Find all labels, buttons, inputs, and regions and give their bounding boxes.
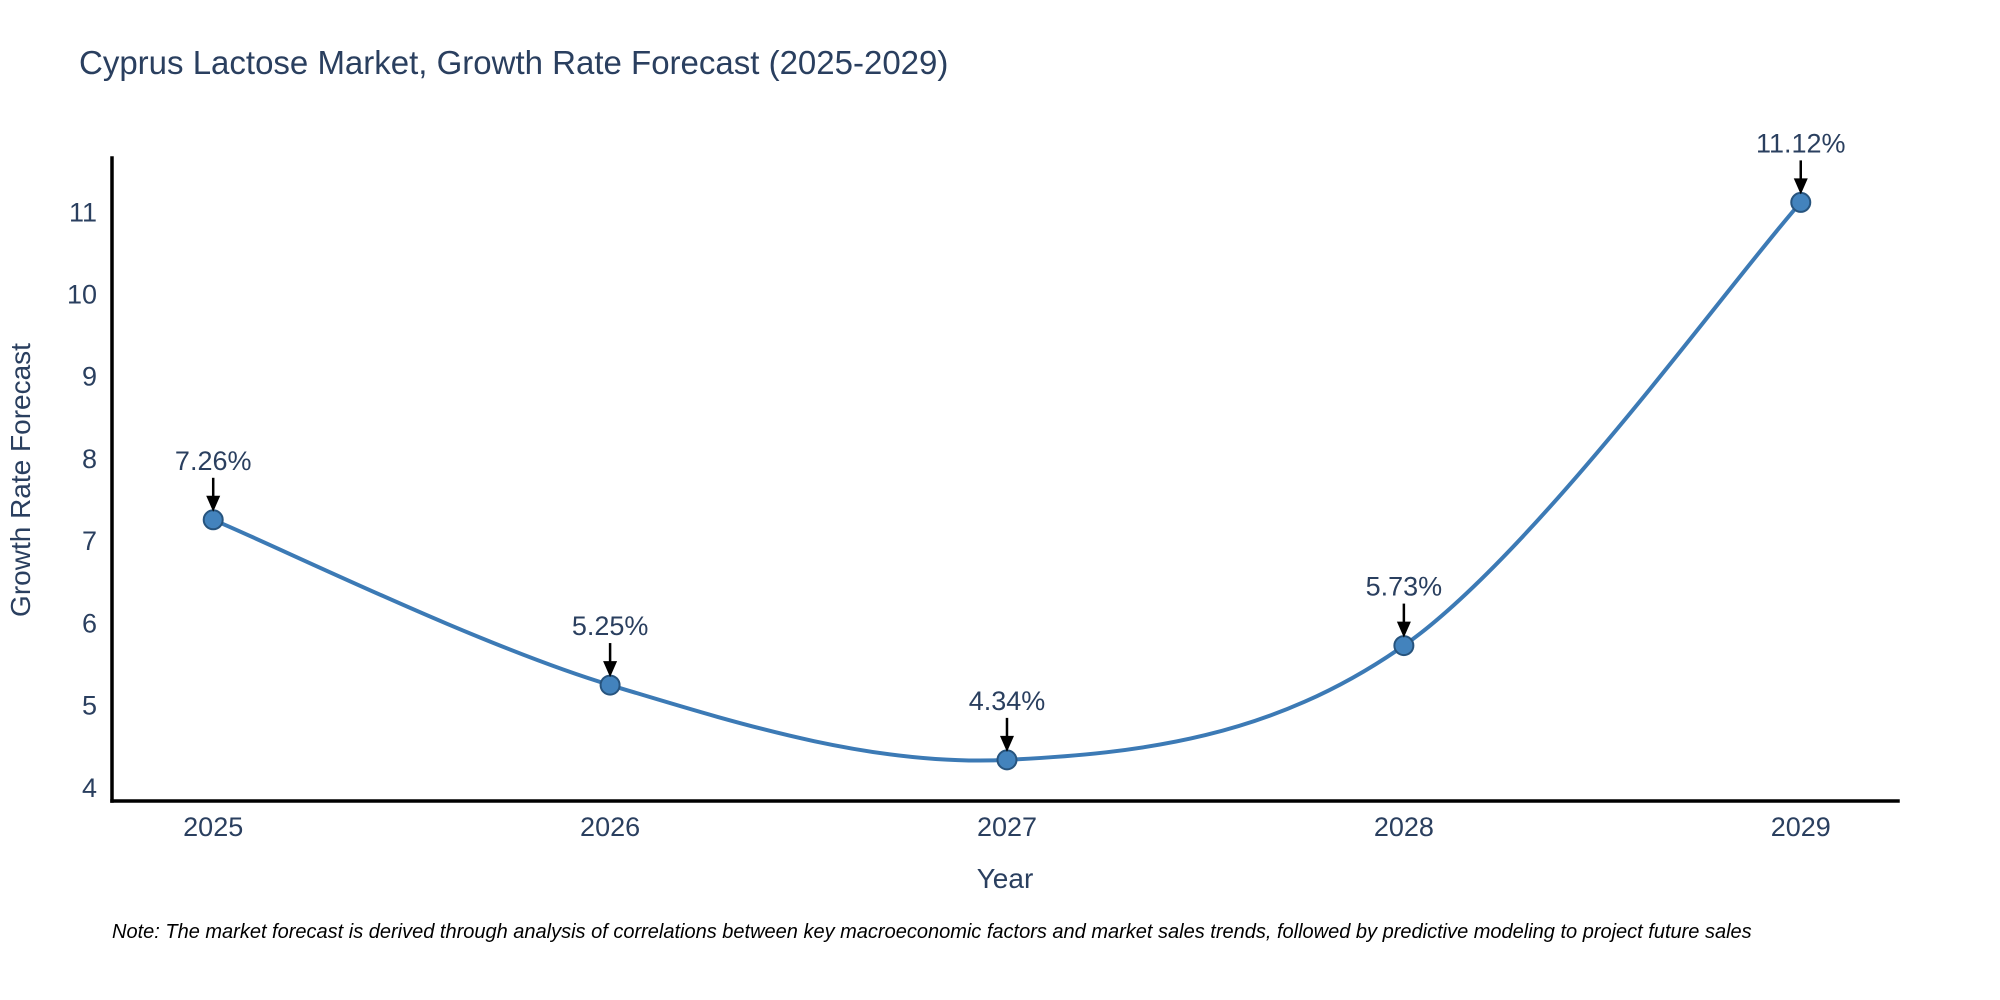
- annotation-arrowhead-icon: [1793, 178, 1808, 195]
- data-point-label: 4.34%: [969, 686, 1046, 716]
- data-point-marker[interactable]: [996, 749, 1018, 771]
- x-tick-label: 2029: [1771, 812, 1831, 842]
- annotation-arrowhead-icon: [1396, 621, 1411, 638]
- data-point-marker[interactable]: [202, 509, 224, 531]
- y-tick-label: 8: [82, 444, 97, 474]
- data-point-marker[interactable]: [1790, 191, 1812, 213]
- y-tick-label: 5: [82, 691, 97, 721]
- y-tick-label: 4: [82, 773, 97, 803]
- y-tick-label: 11: [69, 197, 97, 227]
- footnote: Note: The market forecast is derived thr…: [112, 921, 1752, 943]
- data-point-label: 7.26%: [175, 446, 252, 476]
- y-tick-label: 6: [82, 608, 97, 638]
- data-point-label: 11.12%: [1756, 128, 1846, 158]
- annotation-arrowhead-icon: [206, 495, 221, 512]
- x-tick-label: 2028: [1374, 812, 1434, 842]
- x-axis-title: Year: [977, 863, 1034, 894]
- y-tick-label: 7: [82, 526, 97, 556]
- y-tick-label: 10: [67, 279, 97, 309]
- data-point-label: 5.73%: [1366, 572, 1443, 602]
- chart-title: Cyprus Lactose Market, Growth Rate Forec…: [79, 44, 948, 81]
- x-tick-label: 2026: [580, 812, 640, 842]
- data-point-marker[interactable]: [1393, 635, 1415, 657]
- y-axis-title: Growth Rate Forecast: [5, 343, 36, 617]
- annotation-arrowhead-icon: [999, 735, 1014, 752]
- trend-line: [211, 200, 1803, 763]
- x-tick-label: 2027: [977, 812, 1037, 842]
- data-point-marker[interactable]: [599, 674, 621, 696]
- x-tick-label: 2025: [183, 812, 243, 842]
- y-tick-label: 9: [82, 362, 97, 392]
- data-point-label: 5.25%: [572, 611, 649, 641]
- annotation-arrowhead-icon: [603, 661, 618, 678]
